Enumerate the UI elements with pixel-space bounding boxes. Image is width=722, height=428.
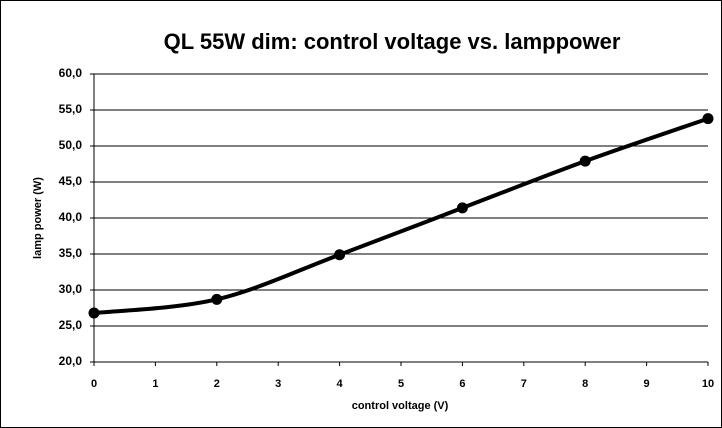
x-tick-label: 3 (275, 378, 281, 390)
data-point (456, 202, 468, 214)
data-point (702, 113, 714, 125)
y-tick-label: 40,0 (59, 210, 83, 224)
data-point (334, 249, 346, 261)
x-tick-label: 6 (459, 378, 465, 390)
x-tick-label: 8 (582, 378, 588, 390)
y-tick-label: 25,0 (59, 318, 83, 332)
data-point (88, 307, 100, 319)
y-tick-label: 60,0 (59, 66, 83, 80)
y-tick-label: 35,0 (59, 246, 83, 260)
x-axis-label: control voltage (V) (352, 400, 449, 412)
y-tick-label: 20,0 (59, 354, 83, 368)
chart-title: QL 55W dim: control voltage vs. lamppowe… (164, 29, 621, 54)
x-tick-label: 10 (702, 378, 714, 390)
x-tick-label: 4 (337, 378, 344, 390)
y-tick-label: 45,0 (59, 174, 83, 188)
x-tick-label: 5 (398, 378, 404, 390)
y-axis-label: lamp power (W) (32, 177, 44, 259)
y-tick-label: 55,0 (59, 102, 83, 116)
y-tick-label: 30,0 (59, 282, 83, 296)
x-tick-label: 7 (521, 378, 527, 390)
data-line (93, 116, 709, 316)
y-tick-label: 50,0 (59, 138, 83, 152)
x-tick-label: 0 (91, 378, 97, 390)
x-tick-label: 9 (644, 378, 650, 390)
x-tick-label: 2 (214, 378, 220, 390)
data-point (579, 155, 591, 167)
x-tick-label: 1 (152, 378, 158, 390)
data-point (211, 293, 223, 305)
